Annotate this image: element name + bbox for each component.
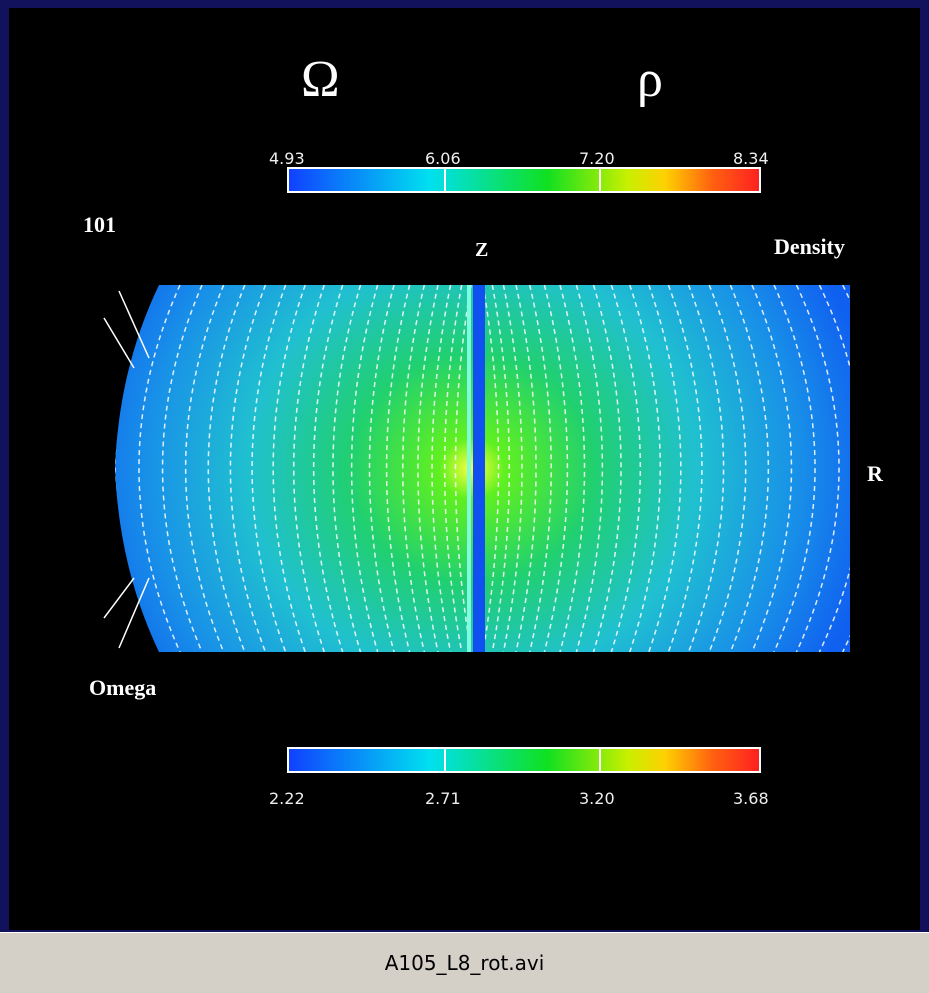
colorbar-label: 8.34 xyxy=(733,149,769,168)
frame-number: 101 xyxy=(83,212,116,237)
rho-symbol: ρ xyxy=(637,51,663,108)
colorbar-label: 2.71 xyxy=(425,789,461,808)
colorbar-label: 6.06 xyxy=(425,149,461,168)
omega-symbol: Ω xyxy=(301,51,340,108)
density-colorbar xyxy=(288,168,760,192)
page: Ω ρ 4.93 6.06 7.20 8.34 101 Z Density R … xyxy=(0,0,929,992)
colorbar-label: 7.20 xyxy=(579,149,615,168)
r-axis-label: R xyxy=(867,461,884,486)
density-label: Density xyxy=(774,234,845,259)
status-bar: A105_L8_rot.avi xyxy=(0,932,929,993)
visualization: Ω ρ 4.93 6.06 7.20 8.34 101 Z Density R … xyxy=(9,8,920,930)
omega-label: Omega xyxy=(89,675,156,700)
filename: A105_L8_rot.avi xyxy=(0,951,929,975)
video-frame: Ω ρ 4.93 6.06 7.20 8.34 101 Z Density R … xyxy=(9,8,920,930)
colorbar-label: 3.20 xyxy=(579,789,615,808)
contour-line xyxy=(66,285,112,652)
colorbar-label: 3.68 xyxy=(733,789,769,808)
colorbar-label: 4.93 xyxy=(269,149,305,168)
contour-line xyxy=(41,285,88,652)
omega-colorbar xyxy=(288,748,760,772)
field-plot xyxy=(41,285,914,652)
colorbar-label: 2.22 xyxy=(269,789,305,808)
z-axis-label: Z xyxy=(475,239,488,261)
